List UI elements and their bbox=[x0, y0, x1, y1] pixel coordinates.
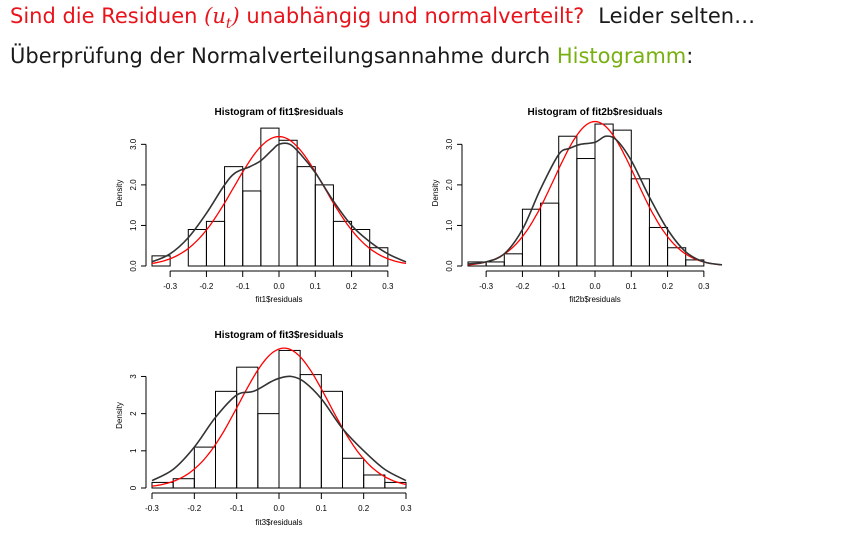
x-axis-label: fit3$residuals bbox=[255, 518, 302, 527]
x-axis-label: fit2b$residuals bbox=[569, 295, 621, 304]
subline-highlight: Histogramm bbox=[556, 44, 687, 68]
histogram-bar bbox=[685, 259, 705, 267]
x-tick-label: -0.2 bbox=[187, 504, 201, 513]
x-tick-label: 0.3 bbox=[698, 282, 710, 291]
x-tick-label: -0.2 bbox=[516, 282, 530, 291]
kernel-density-curve bbox=[467, 135, 723, 266]
histogram-bar bbox=[363, 474, 386, 489]
histogram-bar bbox=[260, 127, 280, 267]
kernel-density-curve bbox=[151, 142, 407, 263]
histogram-bar bbox=[151, 255, 171, 267]
y-tick-label: 2 bbox=[129, 411, 138, 416]
histogram-bar bbox=[205, 220, 226, 267]
y-axis-label: Density bbox=[431, 180, 440, 207]
y-tick-label: 2.0 bbox=[129, 179, 138, 191]
x-tick-label: 0.2 bbox=[358, 504, 370, 513]
y-tick-label: 1 bbox=[129, 448, 138, 453]
histogram-bar bbox=[299, 374, 322, 489]
x-tick-label: 0.1 bbox=[626, 282, 638, 291]
x-tick-label: -0.1 bbox=[552, 282, 566, 291]
y-tick-label: 3.0 bbox=[445, 138, 454, 150]
x-tick-label: 0.1 bbox=[310, 282, 322, 291]
y-tick-label: 3 bbox=[129, 374, 138, 379]
headline-question: Sind die Residuen (ut) unabhängig und no… bbox=[10, 4, 585, 33]
histogram-bar bbox=[320, 390, 344, 489]
histogram-bar bbox=[540, 202, 560, 267]
normal-density-curve bbox=[151, 347, 407, 487]
x-tick-label: 0.2 bbox=[662, 282, 674, 291]
x-tick-label: 0.0 bbox=[589, 282, 601, 291]
x-tick-label: -0.2 bbox=[200, 282, 214, 291]
kernel-density-curve bbox=[151, 375, 407, 482]
histogram-bar bbox=[384, 481, 407, 489]
slide-subline: Überprüfung der Normalverteilungsannahme… bbox=[10, 44, 694, 68]
x-tick-label: -0.3 bbox=[479, 282, 493, 291]
histogram-bar bbox=[648, 226, 669, 267]
chart-title: Histogram of fit1$residuals bbox=[215, 107, 344, 118]
histogram-bar bbox=[236, 366, 259, 489]
histogram-bar bbox=[342, 457, 365, 489]
histogram-bar bbox=[242, 190, 262, 267]
headline-tail: Leider selten… bbox=[598, 4, 756, 28]
y-axis-label: Density bbox=[115, 402, 124, 429]
histogram-bar bbox=[521, 208, 542, 267]
histogram-bar bbox=[278, 139, 298, 267]
chart-title: Histogram of fit2b$residuals bbox=[527, 107, 662, 118]
histogram-panel-3: Histogram of fit3$residuals -0.3 -0.2 -0.1 0… bbox=[115, 330, 412, 527]
histogram-panel-1: Histogram of fit1$residuals -0.3 -0.2 -0.1 0… bbox=[115, 107, 407, 304]
y-tick-label: 0.0 bbox=[129, 260, 138, 272]
histogram-bar bbox=[594, 123, 614, 267]
histogram-bar bbox=[296, 166, 316, 267]
histogram-bar bbox=[558, 135, 578, 267]
x-tick-label: 0.0 bbox=[273, 282, 285, 291]
histogram-bar bbox=[193, 446, 216, 489]
x-tick-label: 0.0 bbox=[273, 504, 285, 513]
x-tick-label: 0.2 bbox=[346, 282, 358, 291]
normal-density-curve bbox=[151, 135, 407, 265]
y-tick-label: 1.0 bbox=[445, 219, 454, 231]
x-tick-label: -0.3 bbox=[163, 282, 177, 291]
histogram-bar bbox=[332, 220, 353, 267]
x-tick-label: -0.1 bbox=[230, 504, 244, 513]
y-tick-label: 1.0 bbox=[129, 219, 138, 231]
slide-headline: Sind die Residuen (ut) unabhängig und no… bbox=[10, 4, 755, 32]
histogram-bar bbox=[485, 261, 505, 267]
y-tick-label: 0 bbox=[129, 485, 138, 490]
x-axis-label: fit1$residuals bbox=[255, 295, 302, 304]
histogram-bar bbox=[576, 158, 596, 267]
y-tick-label: 2.0 bbox=[445, 179, 454, 191]
x-tick-label: 0.1 bbox=[316, 504, 328, 513]
x-tick-label: -0.1 bbox=[236, 282, 250, 291]
y-tick-label: 0.0 bbox=[445, 260, 454, 272]
histogram-bar bbox=[257, 413, 280, 489]
y-axis-label: Density bbox=[115, 180, 124, 207]
headline-math: (ut) bbox=[204, 4, 240, 33]
normal-density-curve bbox=[467, 120, 723, 266]
y-tick-label: 3.0 bbox=[129, 138, 138, 150]
histogram-bar bbox=[503, 253, 523, 267]
histogram-bar bbox=[278, 349, 301, 489]
x-tick-label: 0.3 bbox=[382, 282, 394, 291]
x-tick-label: 0.3 bbox=[400, 504, 412, 513]
histogram-bar bbox=[667, 247, 687, 267]
histogram-panel-2: Histogram of fit2b$residuals -0.3 -0.2 -0.1… bbox=[431, 107, 723, 304]
x-tick-label: -0.3 bbox=[145, 504, 159, 513]
chart-title: Histogram of fit3$residuals bbox=[215, 330, 344, 341]
